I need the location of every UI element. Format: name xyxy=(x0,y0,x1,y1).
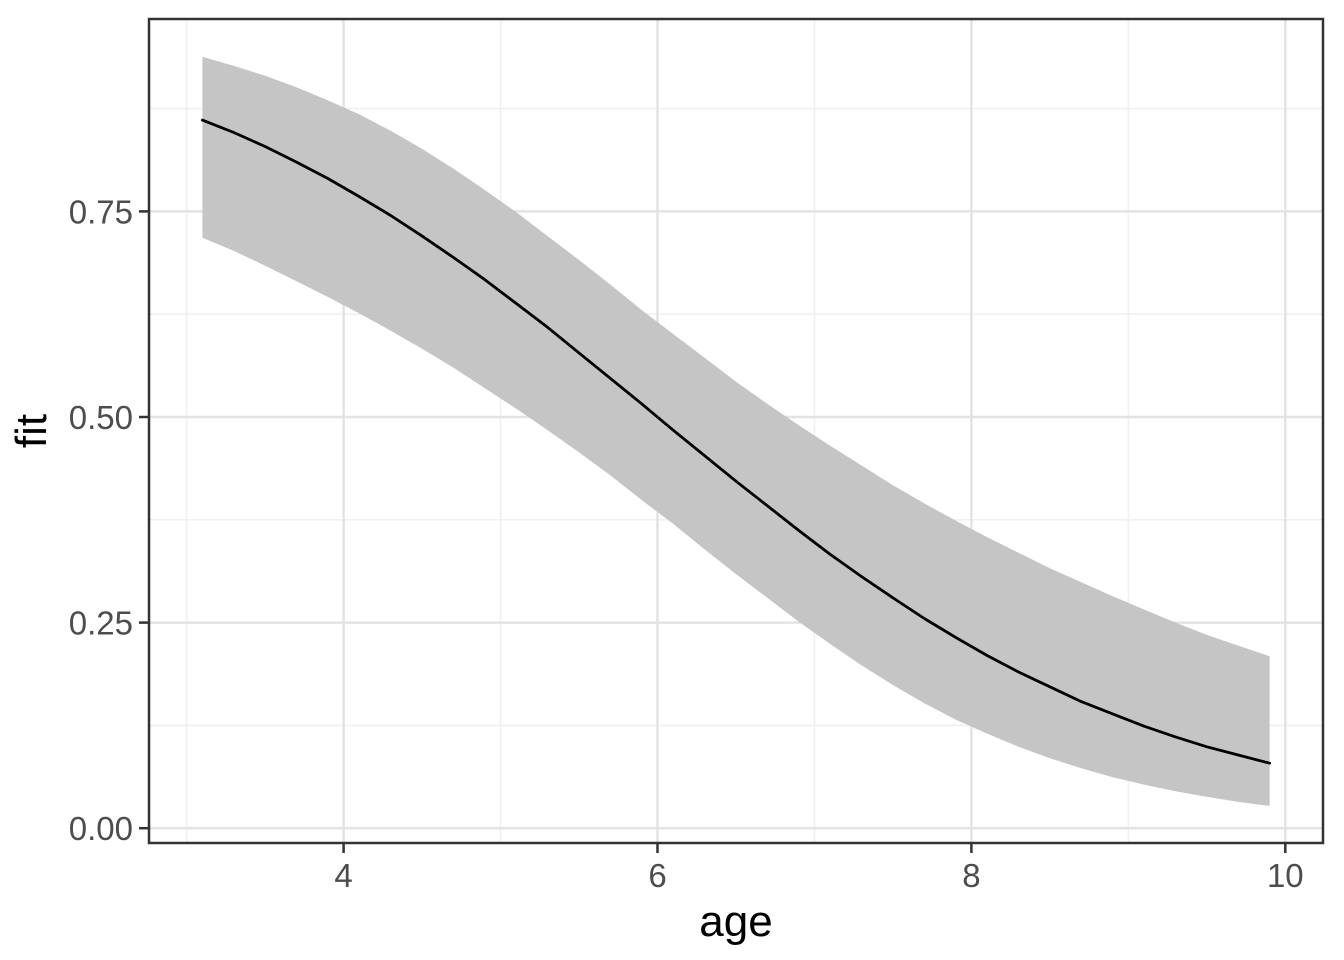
panel-border-layer xyxy=(147,17,1325,845)
x-tick-label: 6 xyxy=(648,857,666,894)
x-axis-title: age xyxy=(699,897,772,946)
axis-tick-labels: 4 6 8 10 0.00 0.25 0.50 0.75 xyxy=(69,193,1304,894)
x-tick-label: 4 xyxy=(334,857,352,894)
fit-line xyxy=(201,118,1271,765)
fit-line-layer xyxy=(201,118,1271,765)
confidence-ribbon-layer xyxy=(202,56,1270,807)
axis-tick-marks xyxy=(139,210,1287,853)
panel-border xyxy=(147,17,1325,845)
y-tick-label: 0.25 xyxy=(69,605,133,642)
y-tick-label: 0.75 xyxy=(69,193,133,230)
confidence-ribbon xyxy=(202,56,1270,807)
y-tick-label: 0.50 xyxy=(69,399,133,436)
x-tick-label: 10 xyxy=(1267,857,1304,894)
y-axis-title: fit xyxy=(7,414,56,448)
x-tick-label: 8 xyxy=(962,857,980,894)
y-tick-label: 0.00 xyxy=(69,810,133,847)
